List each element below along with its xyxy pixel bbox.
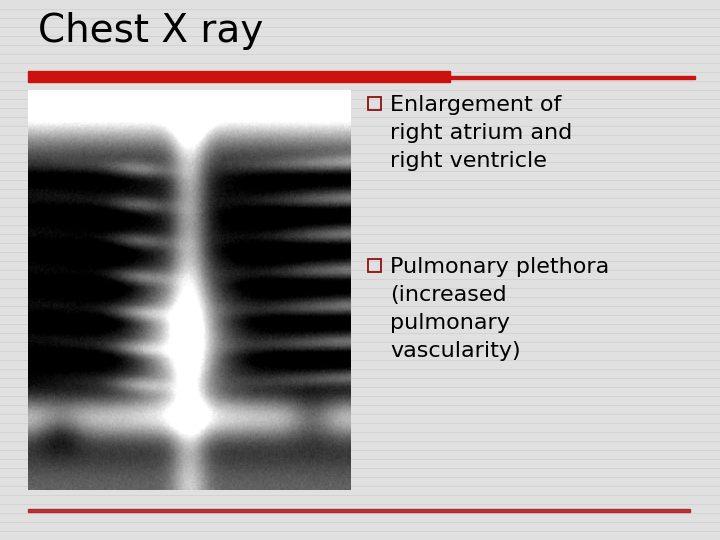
Bar bbox=[450, 76, 695, 79]
Bar bbox=[368, 259, 381, 272]
Text: 23: 23 bbox=[48, 110, 67, 124]
Text: Pulmonary plethora
(increased
pulmonary
vascularity): Pulmonary plethora (increased pulmonary … bbox=[390, 257, 609, 361]
Text: Chest X ray: Chest X ray bbox=[38, 12, 264, 50]
Text: Enlargement of
right atrium and
right ventricle: Enlargement of right atrium and right ve… bbox=[390, 95, 572, 171]
Bar bbox=[368, 97, 381, 110]
Bar bbox=[28, 509, 690, 512]
Bar bbox=[28, 71, 450, 82]
